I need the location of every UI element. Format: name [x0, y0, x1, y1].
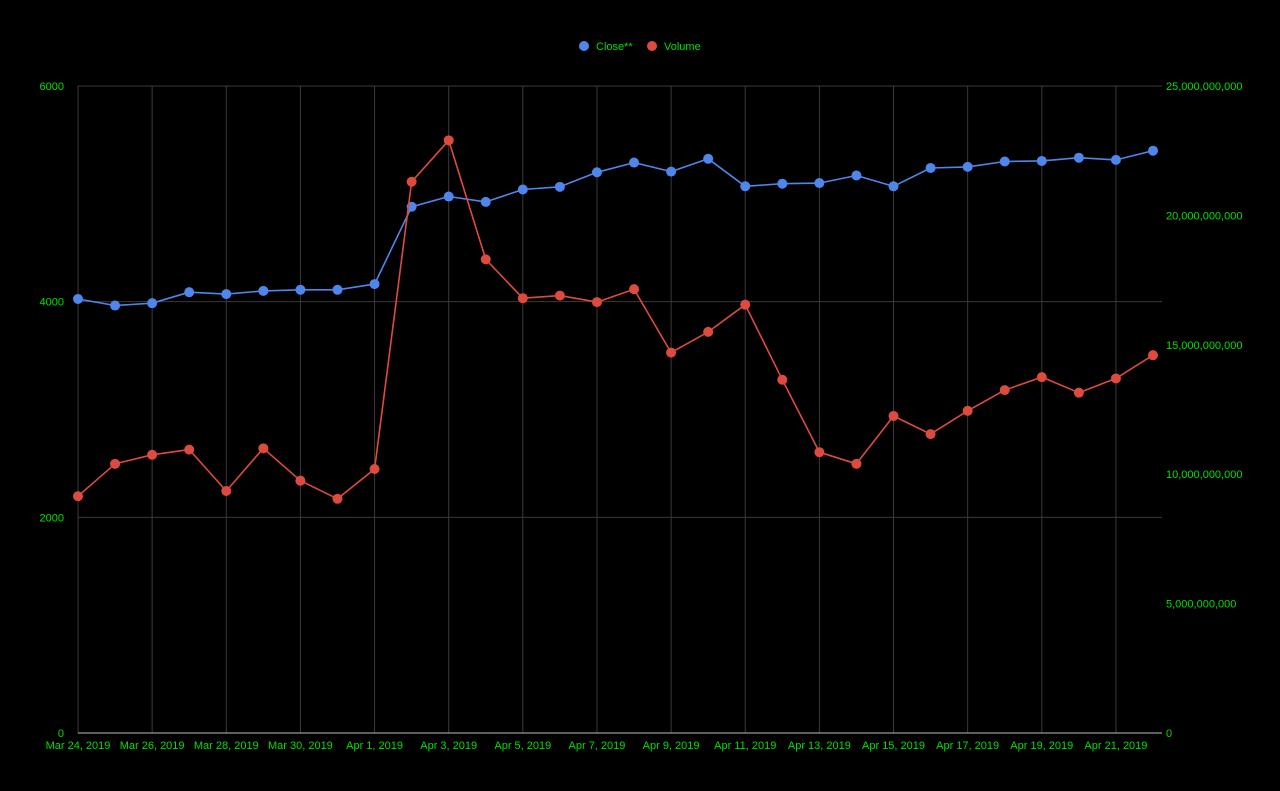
- close-series-line: [77, 149, 1154, 307]
- volume-data-point[interactable]: [814, 447, 825, 458]
- y-tick-label-right: 0: [1166, 728, 1172, 740]
- volume-data-point[interactable]: [962, 405, 973, 416]
- volume-series-line: [77, 139, 1154, 500]
- close-data-point[interactable]: [480, 196, 491, 207]
- close-data-point[interactable]: [925, 162, 936, 173]
- close-data-point[interactable]: [666, 166, 677, 177]
- x-tick-label: Apr 11, 2019: [714, 740, 776, 752]
- x-tick-label: Mar 26, 2019: [120, 740, 185, 752]
- volume-data-point[interactable]: [554, 290, 565, 301]
- series: [73, 135, 1158, 504]
- volume-data-point[interactable]: [925, 429, 936, 440]
- legend[interactable]: Close** Volume: [579, 41, 701, 53]
- close-data-point[interactable]: [629, 157, 640, 168]
- volume-data-point[interactable]: [480, 254, 491, 265]
- x-tick-label: Apr 13, 2019: [788, 740, 851, 752]
- volume-data-point[interactable]: [666, 347, 677, 358]
- x-tick-label: Apr 5, 2019: [494, 740, 551, 752]
- close-data-point[interactable]: [110, 300, 121, 311]
- close-data-point[interactable]: [369, 279, 380, 290]
- close-data-point[interactable]: [1036, 155, 1047, 166]
- legend-close-label[interactable]: Close**: [596, 41, 633, 53]
- grid-lines: [77, 85, 1162, 733]
- volume-data-point[interactable]: [517, 293, 528, 304]
- close-data-point[interactable]: [1110, 154, 1121, 165]
- close-data-point[interactable]: [591, 167, 602, 178]
- volume-data-point[interactable]: [406, 176, 417, 187]
- volume-data-point[interactable]: [777, 374, 788, 385]
- x-tick-label: Apr 19, 2019: [1010, 740, 1073, 752]
- close-data-point[interactable]: [814, 178, 825, 189]
- close-data-point[interactable]: [443, 191, 454, 202]
- volume-data-point[interactable]: [110, 458, 121, 469]
- close-data-point[interactable]: [777, 178, 788, 189]
- close-data-point[interactable]: [999, 156, 1010, 167]
- close-data-point[interactable]: [888, 181, 899, 192]
- volume-data-point[interactable]: [1073, 387, 1084, 398]
- volume-data-point[interactable]: [591, 297, 602, 308]
- volume-data-point[interactable]: [221, 486, 232, 497]
- x-tick-label: Apr 7, 2019: [569, 740, 626, 752]
- volume-data-point[interactable]: [703, 326, 714, 337]
- volume-data-point[interactable]: [147, 449, 158, 460]
- x-tick-label: Mar 30, 2019: [268, 740, 333, 752]
- x-tick-label: Apr 15, 2019: [862, 740, 925, 752]
- volume-data-point[interactable]: [999, 385, 1010, 396]
- close-data-point[interactable]: [554, 181, 565, 192]
- y-tick-label-right: 25,000,000,000: [1166, 81, 1242, 93]
- volume-data-point[interactable]: [443, 135, 454, 146]
- volume-data-point[interactable]: [629, 284, 640, 295]
- x-tick-label: Mar 28, 2019: [194, 740, 259, 752]
- y-tick-label-right: 15,000,000,000: [1166, 340, 1242, 352]
- y-tick-label-left: 4000: [40, 297, 64, 309]
- volume-data-point[interactable]: [332, 493, 343, 504]
- close-data-point[interactable]: [332, 284, 343, 295]
- x-tick-label: Apr 17, 2019: [936, 740, 999, 752]
- legend-volume-swatch: [647, 41, 657, 51]
- x-tick-label: Mar 24, 2019: [46, 740, 111, 752]
- volume-data-point[interactable]: [73, 491, 83, 502]
- close-data-point[interactable]: [147, 298, 158, 309]
- x-tick-label: Apr 1, 2019: [346, 740, 403, 752]
- x-tick-label: Apr 9, 2019: [643, 740, 700, 752]
- close-data-point[interactable]: [258, 285, 269, 296]
- volume-data-point[interactable]: [1148, 350, 1158, 361]
- y-tick-label-left: 0: [58, 728, 64, 740]
- y-tick-label-right: 20,000,000,000: [1166, 210, 1242, 222]
- volume-data-point[interactable]: [1110, 373, 1121, 384]
- axes: 0 2000 4000 6000 0 5,000,000,000 10,000,000,00…: [40, 81, 1243, 752]
- volume-data-point[interactable]: [258, 443, 269, 454]
- legend-close-swatch: [579, 41, 589, 51]
- close-data-point[interactable]: [221, 289, 232, 300]
- volume-data-point[interactable]: [851, 458, 862, 469]
- close-data-point[interactable]: [73, 293, 83, 304]
- y-tick-label-left: 2000: [40, 512, 64, 524]
- close-data-point[interactable]: [517, 184, 528, 195]
- close-data-point[interactable]: [851, 170, 862, 181]
- close-data-point[interactable]: [1073, 152, 1084, 163]
- close-data-point[interactable]: [295, 284, 306, 295]
- close-data-point[interactable]: [740, 181, 751, 192]
- volume-data-point[interactable]: [1036, 372, 1047, 383]
- legend-volume-label[interactable]: Volume: [664, 41, 701, 53]
- volume-data-point[interactable]: [888, 410, 899, 421]
- close-data-point[interactable]: [1148, 145, 1158, 156]
- volume-data-point[interactable]: [369, 464, 380, 475]
- close-data-point[interactable]: [703, 153, 714, 164]
- x-tick-label: Apr 3, 2019: [420, 740, 477, 752]
- y-tick-label-left: 6000: [40, 81, 64, 93]
- y-tick-label-right: 10,000,000,000: [1166, 469, 1242, 481]
- close-data-point[interactable]: [962, 161, 973, 172]
- volume-data-point[interactable]: [295, 475, 306, 486]
- volume-data-point[interactable]: [184, 444, 195, 455]
- close-data-point[interactable]: [184, 287, 195, 298]
- y-tick-label-right: 5,000,000,000: [1166, 599, 1236, 611]
- x-tick-label: Apr 21, 2019: [1084, 740, 1147, 752]
- volume-data-point[interactable]: [740, 299, 751, 310]
